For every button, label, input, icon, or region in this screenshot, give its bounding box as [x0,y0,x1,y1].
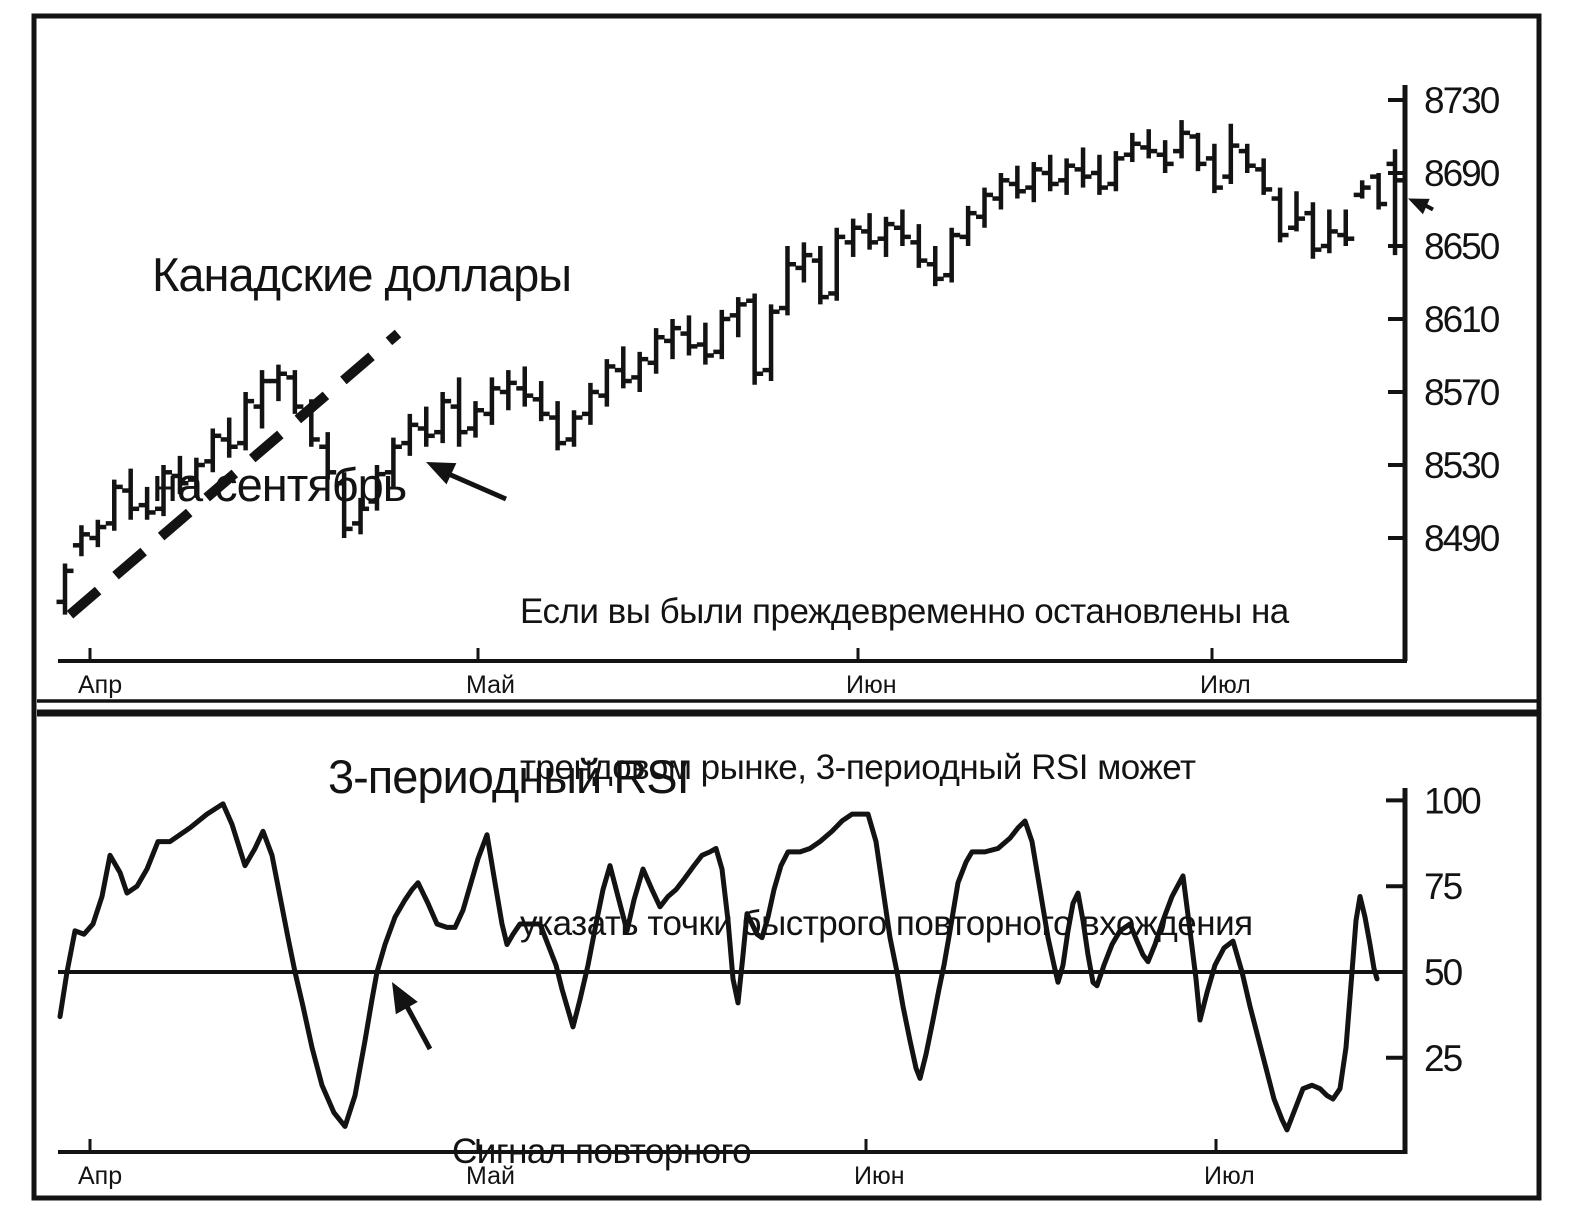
price-xtick-label: Июн [846,671,897,699]
rsi-xtick-label: Апр [78,1162,122,1190]
rsi-ytick-label: 75 [1424,866,1463,907]
price-ytick-label: 8730 [1424,80,1500,121]
price-ytick-label: 8650 [1424,226,1500,267]
price-chart-annotation: Если вы были преждевременно остановлены … [520,482,1289,1054]
price-xtick-label: Апр [78,671,122,699]
rsi-annotation-line1: Сигнал повторного [452,1132,752,1171]
rsi-xtick-label: Июн [854,1162,905,1190]
rsi-y-axis: 100 75 50 25 [1386,780,1483,1154]
rsi-xtick-label: Июл [1204,1162,1255,1190]
rsi-ytick-label: 25 [1424,1038,1463,1079]
price-chart-title-line2: на сентябрь [152,458,407,511]
dashed-trendline [66,329,402,619]
rsi-ytick-label: 100 [1424,780,1481,821]
price-annotation-arrow-icon [426,462,507,502]
price-xtick-label: Июл [1200,671,1251,699]
figure-frame [31,13,1542,1201]
price-chart-title-line1: Канадские доллары [152,248,572,301]
rsi-line-series [57,801,1380,1133]
price-annotation-line2: трендовом рынке, 3-периодный RSI может [520,748,1196,787]
price-y-axis: 8730 8690 8650 8610 8570 8530 8490 [1388,80,1502,661]
rsi-x-axis: Апр Май Июн Июл [58,1139,1407,1190]
rsi-annotation: Сигнал повторного вхождения [452,1022,752,1228]
price-ytick-label: 8490 [1424,518,1500,559]
price-ytick-label: 8610 [1424,299,1500,340]
price-x-axis: Апр Май Июн Июл [58,648,1407,699]
rsi-ytick-label: 50 [1424,952,1463,993]
price-annotation-line1: Если вы были преждевременно остановлены … [520,592,1289,631]
reentry-signal-arrow-icon [392,982,433,1051]
price-xtick-label: Май [466,671,515,699]
price-ytick-label: 8530 [1424,445,1500,486]
price-ytick-label: 8570 [1424,372,1500,413]
price-chart-title: Канадские доллары на сентябрь [152,100,572,660]
rsi-xtick-label: Май [466,1162,515,1190]
rsi-chart-title: 3-периодный RSI [328,750,690,803]
last-price-arrow-icon [1408,198,1434,215]
price-ytick-label: 8690 [1424,153,1500,194]
price-ohlc-bars [56,120,1404,615]
price-annotation-line3: указать точки быстрого повторного вхожде… [520,904,1253,943]
